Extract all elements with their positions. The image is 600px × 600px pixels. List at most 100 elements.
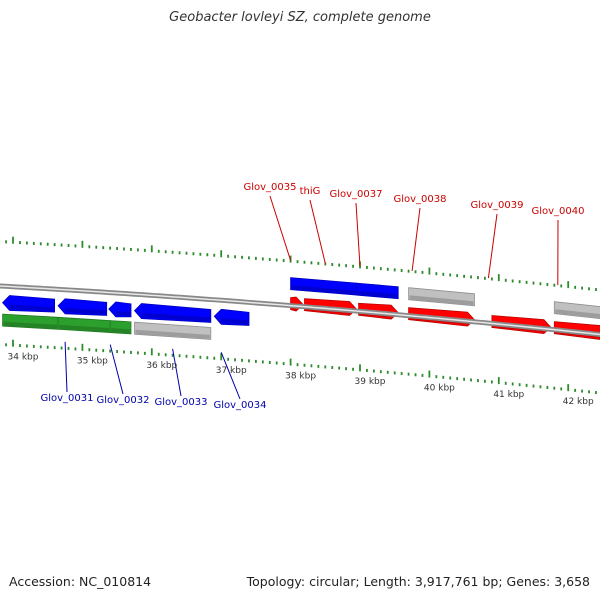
tick-mark-top [275, 258, 278, 262]
tick-mark-top [345, 264, 348, 268]
tick-mark-top [553, 283, 556, 287]
tick-mark-bottom [338, 366, 341, 370]
tick-mark-top [150, 245, 153, 253]
tick-mark-top [248, 256, 250, 260]
tick-mark-bottom [532, 384, 535, 388]
tick-mark-bottom [497, 377, 500, 385]
tick-mark-top [234, 255, 236, 259]
tick-mark-top [442, 272, 445, 276]
tick-mark-bottom [123, 350, 125, 354]
tick-mark-bottom [164, 353, 167, 357]
tick-label: 41 kbp [493, 390, 524, 400]
tick-mark-bottom [53, 346, 56, 350]
tick-mark-bottom [192, 355, 195, 359]
tick-mark-top [192, 252, 195, 256]
tick-mark-top [32, 241, 35, 245]
leader-line [220, 352, 241, 400]
feature-shade [135, 329, 210, 339]
tick-mark-bottom [303, 363, 306, 367]
tick-mark-top [81, 240, 84, 248]
tick-mark-bottom [525, 383, 528, 387]
tick-mark-top [511, 279, 514, 283]
tick-mark-top [213, 253, 216, 257]
tick-mark-bottom [317, 364, 320, 368]
tick-mark-top [303, 260, 306, 264]
gene-label: Glov_0033 [154, 397, 207, 408]
tick-mark-top [199, 252, 202, 256]
tick-mark-bottom [130, 350, 132, 354]
tick-mark-top [268, 257, 271, 261]
leader-line [309, 199, 326, 264]
tick-mark-top [546, 282, 549, 286]
tick-mark-bottom [5, 343, 7, 347]
tick-mark-top [227, 254, 230, 258]
tick-mark-top [296, 260, 299, 264]
tick-mark-bottom [435, 375, 438, 379]
tick-mark-top [171, 250, 174, 254]
tick-mark-top [407, 269, 410, 273]
tick-mark-top [456, 274, 459, 278]
tick-mark-top [261, 257, 264, 261]
feature-shade [555, 309, 600, 318]
feature-shade [357, 290, 398, 299]
tick-mark-top [143, 248, 146, 252]
tick-mark-bottom [595, 391, 597, 395]
kbp-tick-labels: 34 kbp 35 kbp 36 kbp 37 kbp 38 kbp 39 kbp 40 k… [8, 352, 594, 407]
gene-labels-top: Glov_0035 thiG Glov_0037 Glov_0038 Glov_0039… [243, 182, 585, 286]
tick-mark-top [470, 275, 472, 279]
tick-mark-top [539, 282, 542, 286]
feature-shade [65, 307, 106, 315]
tick-mark-bottom [574, 388, 577, 392]
tick-mark-bottom [19, 344, 21, 348]
tick-mark-bottom [581, 389, 583, 393]
tick-mark-bottom [366, 368, 368, 372]
tick-mark-top [463, 274, 465, 278]
tick-mark-bottom [157, 352, 160, 356]
tick-row-top [5, 236, 597, 292]
gene-label: Glov_0040 [531, 206, 584, 217]
tick-mark-top [12, 236, 14, 244]
feature-shade [9, 304, 54, 312]
tick-mark-bottom [178, 354, 181, 358]
tick-mark-bottom [109, 349, 112, 353]
tick-mark-bottom [289, 358, 292, 366]
tick-label: 37 kbp [216, 366, 247, 376]
tick-mark-top [338, 263, 341, 267]
tick-mark-top [317, 261, 320, 265]
tick-mark-bottom [74, 347, 77, 351]
gene-label: Glov_0037 [329, 189, 382, 200]
feature-shade [111, 328, 130, 334]
tick-mark-top [88, 245, 91, 249]
topology-summary: Topology: circular; Length: 3,917,761 bp… [246, 574, 590, 589]
tick-mark-bottom [60, 346, 63, 350]
tick-mark-top [137, 248, 139, 252]
tick-mark-bottom [282, 362, 285, 366]
tick-mark-top [157, 249, 160, 253]
tick-mark-bottom [275, 361, 278, 365]
tick-mark-bottom [484, 379, 486, 383]
tick-mark-bottom [518, 383, 521, 387]
tick-mark-top [352, 264, 354, 268]
tick-mark-bottom [511, 382, 514, 386]
tick-mark-bottom [234, 358, 236, 362]
tick-mark-bottom [206, 356, 209, 360]
tick-label: 39 kbp [355, 377, 386, 387]
leader-line [64, 341, 68, 393]
leader-line [172, 348, 182, 397]
tick-mark-top [53, 243, 56, 247]
tick-mark-bottom [588, 390, 590, 394]
tick-mark-top [310, 261, 313, 265]
tick-mark-top [595, 288, 597, 292]
tick-mark-bottom [268, 360, 271, 364]
tick-mark-top [386, 267, 389, 271]
tick-mark-top [518, 280, 521, 284]
tick-mark-bottom [46, 345, 49, 349]
tick-mark-bottom [442, 375, 445, 379]
tick-mark-top [331, 263, 334, 267]
tick-label: 34 kbp [8, 352, 39, 362]
tick-label: 40 kbp [424, 384, 455, 394]
tick-mark-top [532, 281, 535, 285]
tick-mark-top [484, 276, 486, 280]
tick-mark-bottom [227, 357, 230, 361]
tick-label: 42 kbp [563, 397, 594, 407]
